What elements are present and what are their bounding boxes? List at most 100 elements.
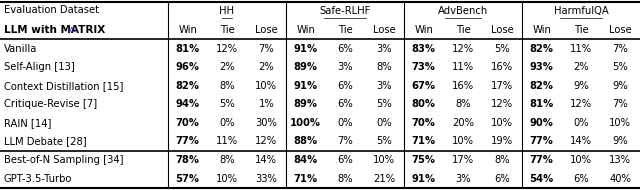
Text: 2%: 2% bbox=[573, 62, 589, 72]
Text: 7%: 7% bbox=[337, 136, 353, 146]
Text: 90%: 90% bbox=[530, 118, 554, 128]
Text: AdvBench: AdvBench bbox=[438, 6, 488, 16]
Text: 6%: 6% bbox=[573, 174, 589, 184]
Text: 2%: 2% bbox=[219, 62, 235, 72]
Text: Lose: Lose bbox=[373, 25, 396, 35]
Text: 11%: 11% bbox=[570, 44, 592, 54]
Text: Win: Win bbox=[414, 25, 433, 35]
Text: 10%: 10% bbox=[452, 136, 474, 146]
Text: vs.: vs. bbox=[67, 25, 79, 34]
Text: 5%: 5% bbox=[219, 99, 235, 109]
Text: Tie: Tie bbox=[338, 25, 353, 35]
Text: 78%: 78% bbox=[175, 155, 200, 165]
Text: 82%: 82% bbox=[175, 81, 200, 91]
Text: 0%: 0% bbox=[376, 118, 392, 128]
Text: 1%: 1% bbox=[259, 99, 274, 109]
Text: 10%: 10% bbox=[216, 174, 238, 184]
Text: 8%: 8% bbox=[376, 62, 392, 72]
Text: 54%: 54% bbox=[529, 174, 554, 184]
Text: 30%: 30% bbox=[255, 118, 277, 128]
Text: Tie: Tie bbox=[573, 25, 588, 35]
Text: Best-of-N Sampling [34]: Best-of-N Sampling [34] bbox=[4, 155, 124, 165]
Text: Win: Win bbox=[296, 25, 315, 35]
Text: 100%: 100% bbox=[290, 118, 321, 128]
Text: 80%: 80% bbox=[412, 99, 436, 109]
Text: HarmfulQA: HarmfulQA bbox=[554, 6, 609, 16]
Text: 16%: 16% bbox=[452, 81, 474, 91]
Text: 77%: 77% bbox=[176, 136, 200, 146]
Text: 81%: 81% bbox=[529, 99, 554, 109]
Text: Lose: Lose bbox=[609, 25, 632, 35]
Text: 91%: 91% bbox=[294, 44, 317, 54]
Text: 3%: 3% bbox=[376, 44, 392, 54]
Text: 71%: 71% bbox=[412, 136, 436, 146]
Text: 84%: 84% bbox=[294, 155, 318, 165]
Text: Tie: Tie bbox=[456, 25, 470, 35]
Text: 14%: 14% bbox=[255, 155, 277, 165]
Text: Tie: Tie bbox=[220, 25, 234, 35]
Text: LLM with MATRIX: LLM with MATRIX bbox=[4, 25, 109, 35]
Text: 10%: 10% bbox=[570, 155, 592, 165]
Text: 6%: 6% bbox=[337, 155, 353, 165]
Text: Safe-RLHF: Safe-RLHF bbox=[319, 6, 371, 16]
Text: 70%: 70% bbox=[412, 118, 436, 128]
Text: 19%: 19% bbox=[492, 136, 513, 146]
Text: 83%: 83% bbox=[412, 44, 436, 54]
Text: LLM Debate [28]: LLM Debate [28] bbox=[4, 136, 86, 146]
Text: 91%: 91% bbox=[294, 81, 317, 91]
Text: 75%: 75% bbox=[412, 155, 436, 165]
Text: GPT-3.5-Turbo: GPT-3.5-Turbo bbox=[4, 174, 72, 184]
Text: Win: Win bbox=[178, 25, 197, 35]
Text: 89%: 89% bbox=[294, 99, 317, 109]
Text: 9%: 9% bbox=[612, 81, 628, 91]
Text: 10%: 10% bbox=[255, 81, 277, 91]
Text: 20%: 20% bbox=[452, 118, 474, 128]
Text: 93%: 93% bbox=[530, 62, 554, 72]
Text: 82%: 82% bbox=[530, 81, 554, 91]
Text: 10%: 10% bbox=[609, 118, 631, 128]
Text: 16%: 16% bbox=[492, 62, 513, 72]
Text: 94%: 94% bbox=[175, 99, 200, 109]
Text: 8%: 8% bbox=[455, 99, 471, 109]
Text: 11%: 11% bbox=[452, 62, 474, 72]
Text: HH: HH bbox=[220, 6, 234, 16]
Text: Context Distillation [15]: Context Distillation [15] bbox=[4, 81, 124, 91]
Text: 7%: 7% bbox=[259, 44, 274, 54]
Text: 13%: 13% bbox=[609, 155, 631, 165]
Text: 40%: 40% bbox=[609, 174, 631, 184]
Text: Evaluation Dataset: Evaluation Dataset bbox=[4, 5, 99, 15]
Text: 5%: 5% bbox=[495, 44, 510, 54]
Text: 7%: 7% bbox=[612, 99, 628, 109]
Text: 8%: 8% bbox=[495, 155, 510, 165]
Text: 14%: 14% bbox=[570, 136, 592, 146]
Text: 10%: 10% bbox=[373, 155, 396, 165]
Text: 3%: 3% bbox=[337, 62, 353, 72]
Text: 10%: 10% bbox=[492, 118, 513, 128]
Text: 9%: 9% bbox=[573, 81, 589, 91]
Text: 12%: 12% bbox=[255, 136, 277, 146]
Text: 17%: 17% bbox=[452, 155, 474, 165]
Text: 73%: 73% bbox=[412, 62, 436, 72]
Text: 57%: 57% bbox=[175, 174, 200, 184]
Text: 6%: 6% bbox=[337, 99, 353, 109]
Text: 3%: 3% bbox=[376, 81, 392, 91]
Text: 0%: 0% bbox=[337, 118, 353, 128]
Text: 91%: 91% bbox=[412, 174, 436, 184]
Text: 6%: 6% bbox=[337, 81, 353, 91]
Text: 2%: 2% bbox=[259, 62, 274, 72]
Text: 88%: 88% bbox=[294, 136, 317, 146]
Text: 89%: 89% bbox=[294, 62, 317, 72]
Text: 0%: 0% bbox=[573, 118, 589, 128]
Text: 96%: 96% bbox=[175, 62, 200, 72]
Text: 67%: 67% bbox=[412, 81, 436, 91]
Text: 12%: 12% bbox=[570, 99, 592, 109]
Text: Lose: Lose bbox=[255, 25, 278, 35]
Text: 71%: 71% bbox=[294, 174, 317, 184]
Text: 77%: 77% bbox=[530, 155, 554, 165]
Text: 6%: 6% bbox=[495, 174, 510, 184]
Text: RAIN [14]: RAIN [14] bbox=[4, 118, 51, 128]
Text: 8%: 8% bbox=[337, 174, 353, 184]
Text: 82%: 82% bbox=[530, 44, 554, 54]
Text: 81%: 81% bbox=[175, 44, 200, 54]
Text: 70%: 70% bbox=[176, 118, 200, 128]
